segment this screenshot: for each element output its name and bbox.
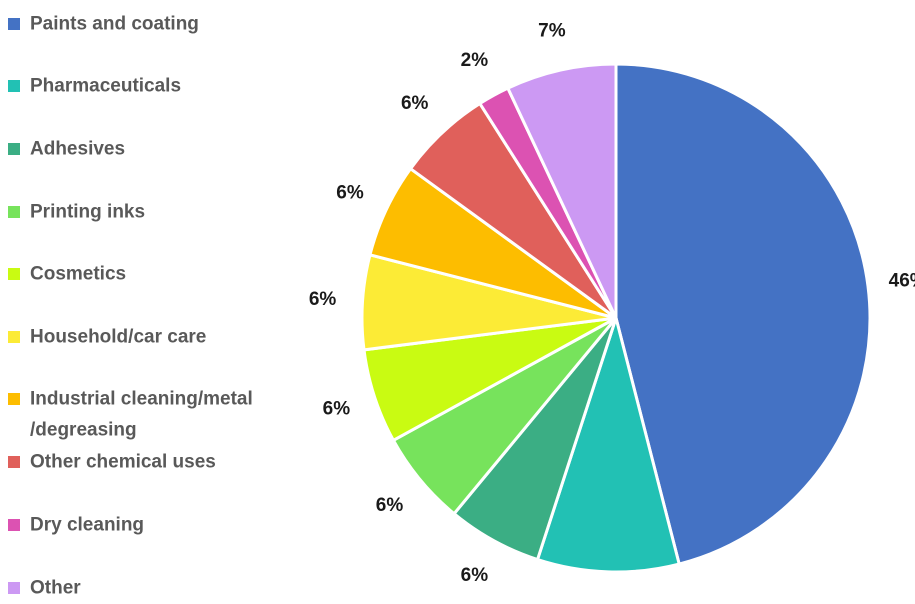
legend-swatch [8,143,20,155]
legend-label: Industrial cleaning/metal [30,389,253,410]
data-label-dry-cleaning: 2% [461,50,489,71]
legend-item-paints-and-coating: Paints and coating [8,14,199,35]
legend-label: Paints and coating [30,14,199,35]
legend-item-other-chemical-uses: Other chemical uses [8,452,216,473]
legend-swatch [8,582,20,594]
legend-swatch [8,268,20,280]
data-label-paints-and-coating: 46% [889,271,915,292]
legend-label: Pharmaceuticals [30,76,181,97]
pie-slice-paints-and-coating [614,62,872,566]
legend-label: Printing inks [30,202,145,223]
legend-item-dry-cleaning: Dry cleaning [8,515,144,536]
legend-label: Other [30,578,81,599]
legend-label: Other chemical uses [30,452,216,473]
legend-swatch [8,456,20,468]
legend-label: Cosmetics [30,264,126,285]
legend-swatch [8,519,20,531]
legend-swatch [8,206,20,218]
legend-swatch [8,331,20,343]
legend-item-household-car-care: Household/car care [8,327,206,348]
pie-data-labels: 46% 9% 6% 6% 6% 6% 6% 6% 2% 7% [309,21,915,604]
data-label-printing-inks: 6% [376,495,404,516]
data-label-industrial-cleaning-metal-degreasing: 6% [336,182,364,203]
legend-label: Household/car care [30,327,206,348]
legend-item-other: Other [8,578,81,599]
pie-slice-other [506,62,618,320]
legend-item-industrial-cleaning-metal-degreasing: Industrial cleaning/metal/degreasing [8,389,253,441]
legend-item-printing-inks: Printing inks [8,202,145,223]
data-label-adhesives: 6% [461,565,489,586]
legend-label: Dry cleaning [30,515,144,536]
pie-slice-pharmaceuticals [536,316,681,574]
legend-swatch [8,18,20,30]
legend-label: Adhesives [30,139,125,160]
legend-item-cosmetics: Cosmetics [8,264,126,285]
legend-swatch [8,80,20,92]
data-label-cosmetics: 6% [323,398,351,419]
pie-slices [360,62,872,574]
data-label-household-car-care: 6% [309,289,337,310]
data-label-other: 7% [538,21,566,42]
legend-swatch [8,393,20,405]
legend-item-adhesives: Adhesives [8,139,125,160]
data-label-pharmaceuticals: 9% [593,601,621,604]
legend: Paints and coating Pharmaceuticals Adhesiv… [8,14,253,599]
legend-label: /degreasing [30,420,137,441]
data-label-other-chemical-uses: 6% [401,93,429,114]
legend-item-pharmaceuticals: Pharmaceuticals [8,76,181,97]
